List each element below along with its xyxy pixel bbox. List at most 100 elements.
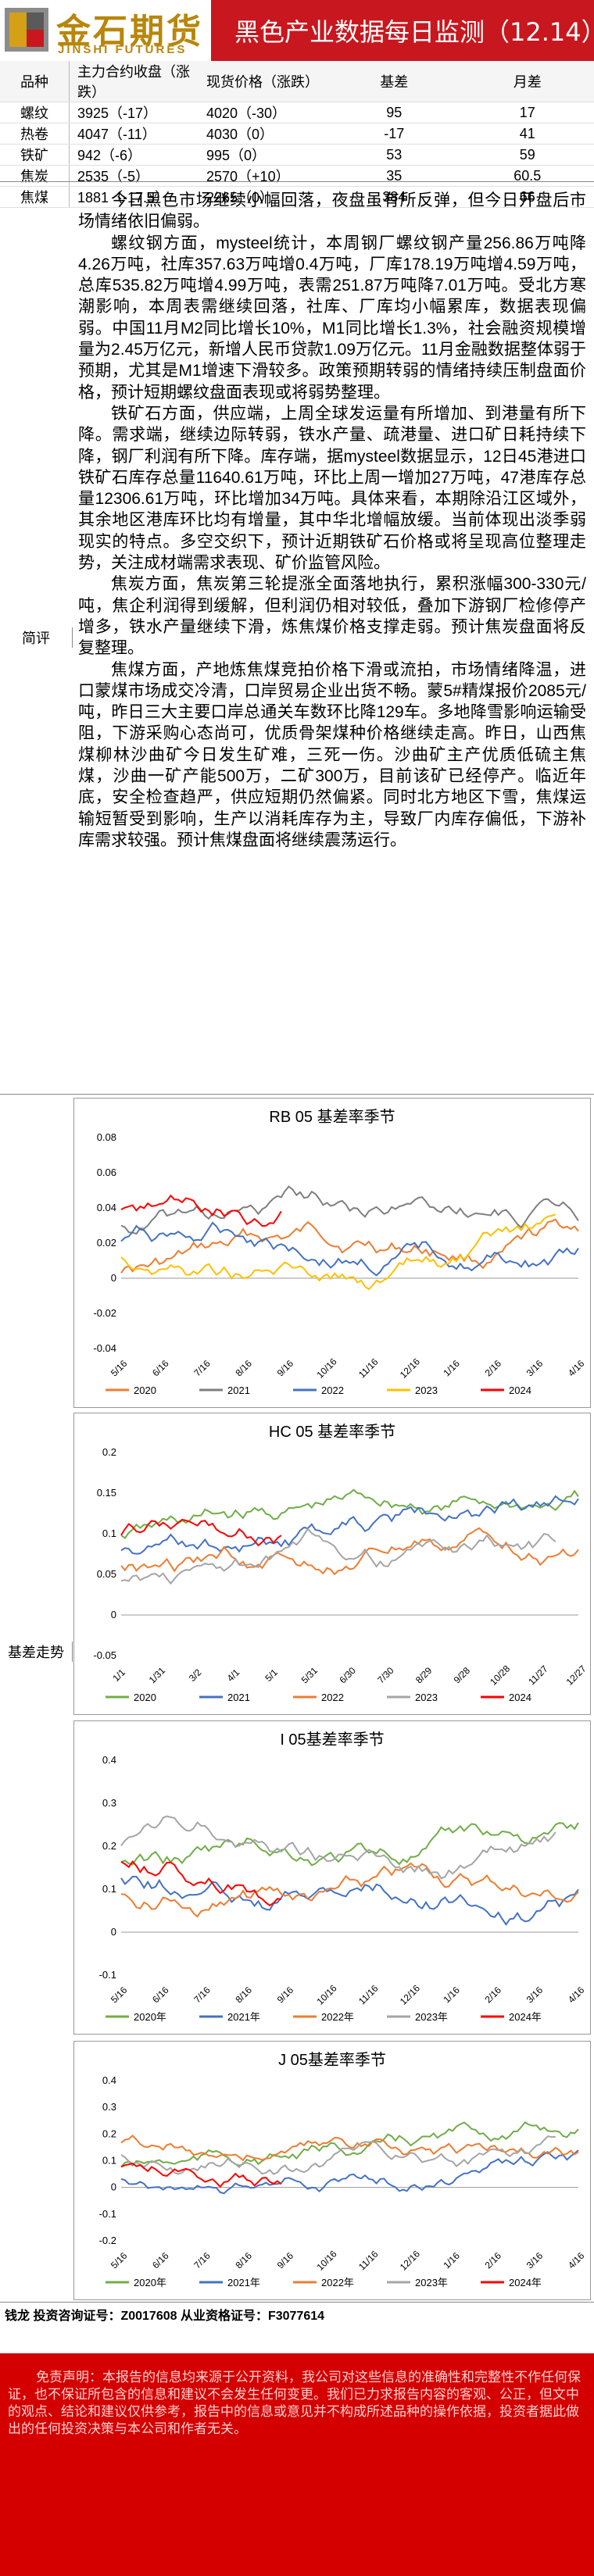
x-tick-label: 5/16 <box>109 1985 130 2006</box>
x-tick-label: 5/16 <box>109 1358 130 1379</box>
table-row: 焦炭 2535（-5） 2570（+10） 35 60.5 <box>0 165 594 187</box>
chart-title: RB 05 基差率季节 <box>269 1108 395 1126</box>
basis-chart-rb: RB 05 基差率季节 0.08 0.06 0.04 0.02 0 -0.02 -0.04 5/… <box>73 1098 591 1408</box>
x-tick-label: 11/16 <box>356 2249 381 2273</box>
x-tick-label: 6/16 <box>150 2250 171 2271</box>
x-tick-label: 10/16 <box>315 1982 339 2006</box>
table-cell: 66 <box>460 186 594 208</box>
series-line <box>120 1221 579 1277</box>
x-tick-label: 4/1 <box>225 1667 242 1684</box>
x-tick-label: 9/16 <box>275 2250 296 2271</box>
y-tick-label: 0.4 <box>102 2074 116 2086</box>
page-title: 黑色产业数据每日监测（12.14） <box>234 17 594 47</box>
chart-svg: J 05基差率季节 0.4 0.3 0.2 0.1 0 -0.1 -0.2 5/16 6/16 7/… <box>99 2051 587 2288</box>
table-cell: 焦炭 <box>0 165 70 187</box>
x-tick-label: 12/16 <box>398 1356 422 1380</box>
table-cell: 41 <box>460 123 594 145</box>
legend-label: 2024 <box>509 1384 531 1396</box>
x-tick-label: 7/16 <box>191 2250 213 2271</box>
x-tick-label: 8/16 <box>234 1358 255 1379</box>
logo-text-en: JINSHI FUTURES <box>58 43 188 56</box>
legend-label: 2023 <box>415 1692 438 1703</box>
legend-label: 2021年 <box>227 2277 260 2288</box>
y-tick-label: 0.4 <box>102 1754 116 1766</box>
x-tick-label: 12/16 <box>398 2248 422 2272</box>
series-line <box>120 1518 282 1547</box>
comment-label: 简评 <box>0 627 73 648</box>
y-tick-label: 0.1 <box>102 1883 116 1895</box>
column-header: 品种 <box>0 61 70 102</box>
chart-title: HC 05 基差率季节 <box>269 1423 395 1441</box>
y-tick-label: 0.05 <box>97 1568 116 1580</box>
chart-title: J 05基差率季节 <box>278 2051 386 2069</box>
table-cell: 35 <box>327 165 461 187</box>
chart-title: I 05基差率季节 <box>280 1731 384 1749</box>
header: 金石期货 JINSHI FUTURES 黑色产业数据每日监测（12.14） <box>0 0 594 61</box>
x-tick-label: 7/16 <box>191 1985 213 2006</box>
y-tick-label: -0.02 <box>93 1307 116 1319</box>
table-cell: 60.5 <box>460 165 594 187</box>
series-line <box>120 1862 579 1918</box>
series-line <box>120 2135 579 2162</box>
x-tick-label: 3/16 <box>524 1985 546 2006</box>
x-tick-label: 5/1 <box>263 1667 280 1684</box>
legend-label: 2024年 <box>509 2011 542 2023</box>
x-tick-label: 11/16 <box>356 1983 381 2007</box>
x-tick-label: 2/16 <box>483 2250 504 2271</box>
x-tick-label: 1/16 <box>441 2250 462 2271</box>
table-cell: -17 <box>327 123 461 145</box>
series-line <box>120 1185 579 1235</box>
column-header: 现货价格（涨跌） <box>199 61 327 102</box>
x-tick-label: 8/16 <box>234 2250 255 2271</box>
series-line <box>120 1860 281 1907</box>
x-tick-label: 4/16 <box>566 1358 587 1379</box>
table-cell: 1881（-17.5） <box>69 186 199 208</box>
column-header: 基差 <box>327 61 461 102</box>
table-cell: 59 <box>460 144 594 166</box>
table-cell: 95 <box>327 102 461 123</box>
table-cell: 3925（-17） <box>69 102 199 123</box>
x-tick-label: 2/16 <box>483 1985 504 2006</box>
chart-svg: RB 05 基差率季节 0.08 0.06 0.04 0.02 0 -0.02 -0.04 5/… <box>93 1108 587 1396</box>
x-tick-label: 12/27 <box>564 1663 589 1687</box>
y-tick-label: 0.06 <box>97 1167 116 1178</box>
basis-chart-i: I 05基差率季节 0.4 0.3 0.2 0.1 0 -0.1 5/16 6/16 7/16 8/… <box>73 1720 591 2035</box>
legend-label: 2020 <box>134 1692 156 1703</box>
table-header-row: 品种 主力合约收盘（涨跌） 现货价格（涨跌） 基差 月差 <box>0 61 594 102</box>
legend-label: 2020年 <box>134 2011 166 2023</box>
y-tick-label: 0.15 <box>97 1487 116 1499</box>
y-tick-label: -0.1 <box>99 2208 116 2220</box>
logo: 金石期货 JINSHI FUTURES <box>0 0 211 61</box>
legend-label: 2020年 <box>134 2277 166 2288</box>
table-cell: 2265（0） <box>199 186 327 208</box>
comment-paragraph: 今日黑色市场继续小幅回落，夜盘虽有所反弹，但今日开盘后市场情绪依旧偏弱。 <box>78 191 586 231</box>
series-line <box>120 2149 579 2195</box>
column-header: 主力合约收盘（涨跌） <box>69 61 199 102</box>
series-line <box>120 1213 556 1291</box>
chart-svg: I 05基差率季节 0.4 0.3 0.2 0.1 0 -0.1 5/16 6/16 7/16 8/… <box>99 1731 587 2023</box>
x-tick-label: 4/16 <box>566 1985 587 2006</box>
table-cell: 螺纹 <box>0 102 70 123</box>
x-tick-label: 3/2 <box>187 1667 204 1684</box>
x-tick-label: 1/31 <box>147 1665 168 1686</box>
table-cell: 热卷 <box>0 123 70 145</box>
table-cell: 4047（-11） <box>69 123 199 145</box>
legend-label: 2021年 <box>227 2011 260 2023</box>
basis-label: 基差走势 <box>0 1642 73 1662</box>
y-tick-label: 0.08 <box>97 1131 116 1143</box>
table-cell: 2570（+10） <box>199 165 327 187</box>
series-line <box>120 1527 556 1585</box>
y-tick-label: 0 <box>111 1926 116 1938</box>
comment-text: 今日黑色市场继续小幅回落，夜盘虽有所反弹，但今日开盘后市场情绪依旧偏弱。 螺纹钢… <box>78 190 586 851</box>
y-tick-label: 0.2 <box>102 1840 116 1852</box>
x-tick-label: 1/16 <box>441 1985 462 2006</box>
series-line <box>120 1218 579 1274</box>
x-tick-label: 5/16 <box>109 2250 130 2271</box>
legend-label: 2022 <box>321 1692 344 1703</box>
comment-paragraph: 铁矿石方面，供应端，上周全球发运量有所增加、到港量有所下降。需求端，继续边际转弱… <box>78 404 586 573</box>
disclaimer-text: 免责声明：本报告的信息均来源于公开资料，我公司对这些信息的准确性和完整性不作任何… <box>8 2370 581 2436</box>
x-tick-label: 9/16 <box>275 1358 296 1379</box>
x-tick-label: 12/16 <box>398 1982 422 2006</box>
legend-label: 2024年 <box>509 2277 542 2288</box>
logo-text-cn: 金石期货 <box>56 12 203 52</box>
